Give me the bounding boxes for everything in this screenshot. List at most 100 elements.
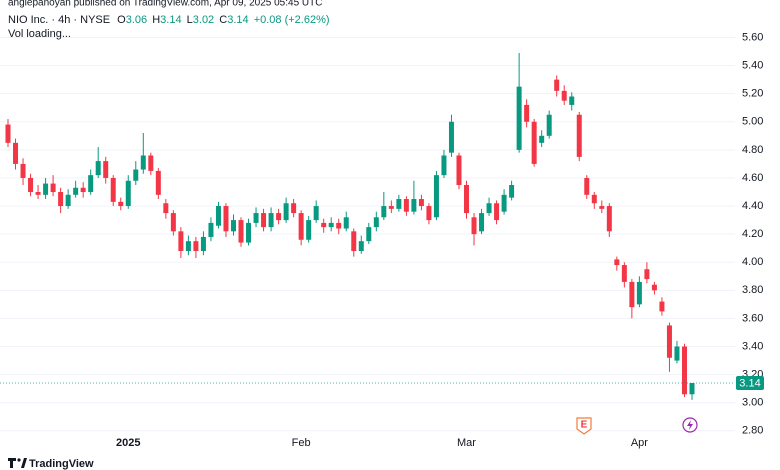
- candle-body: [644, 269, 650, 280]
- candle-body: [80, 187, 86, 193]
- candle-body: [606, 206, 612, 232]
- ohlc-value: 3.14: [160, 14, 181, 26]
- y-tick-label: 2.80: [742, 425, 763, 437]
- candle-body: [576, 114, 582, 157]
- candle-body: [366, 227, 372, 242]
- candle-body: [569, 96, 575, 105]
- candle-body: [230, 220, 236, 232]
- candle-body: [666, 325, 672, 358]
- candle-body: [13, 142, 19, 164]
- logo-part: [17, 458, 21, 462]
- candle-body: [178, 231, 184, 251]
- candle-body: [200, 236, 206, 251]
- last-price-label: 3.14: [739, 377, 760, 389]
- candle-body: [516, 86, 522, 150]
- ohlc-label: H: [152, 14, 160, 26]
- badge-label: E: [581, 420, 588, 431]
- candle-body: [584, 177, 590, 195]
- ohlc-label: L: [187, 14, 193, 26]
- dividend-badge[interactable]: [682, 417, 698, 433]
- y-tick-label: 4.80: [742, 144, 763, 156]
- candle-body: [276, 213, 282, 221]
- candle-body: [494, 203, 500, 221]
- candle-body: [208, 222, 214, 237]
- y-tick-label: 5.60: [742, 31, 763, 43]
- candle-body: [471, 217, 477, 235]
- candle-body: [268, 213, 274, 228]
- ohlc-label: C: [219, 14, 227, 26]
- candle-body: [148, 155, 154, 171]
- candle-body: [651, 284, 657, 291]
- candle-body: [509, 184, 515, 198]
- y-tick-label: 3.80: [742, 284, 763, 296]
- candle-body: [170, 213, 176, 232]
- candle-body: [185, 241, 191, 251]
- candle-body: [418, 199, 424, 207]
- candle-body: [283, 203, 289, 221]
- y-tick-label: 5.40: [742, 59, 763, 71]
- candle-body: [155, 170, 161, 195]
- candle-body: [193, 241, 199, 251]
- candle-body: [261, 213, 267, 228]
- candle-body: [621, 265, 627, 282]
- candle-body: [291, 203, 297, 214]
- ohlc-label: O: [117, 14, 126, 26]
- candle-body: [531, 121, 537, 164]
- candle-body: [328, 222, 334, 228]
- candle-body: [599, 206, 605, 209]
- candle-body: [674, 346, 680, 361]
- candle-body: [426, 206, 432, 221]
- candle-body: [659, 301, 665, 312]
- brand: TradingView: [8, 458, 94, 470]
- logo-part: [21, 458, 27, 468]
- candle-body: [681, 346, 687, 395]
- candle-body: [373, 217, 379, 228]
- symbol: NIO Inc. · 4h · NYSE: [8, 14, 110, 26]
- candle-body: [95, 161, 101, 176]
- candle-body: [351, 231, 357, 251]
- brand-name: TradingView: [29, 458, 94, 470]
- candle-body: [381, 206, 387, 218]
- candle-body: [223, 206, 229, 232]
- candle-body: [246, 222, 252, 243]
- y-tick-label: 3.40: [742, 340, 763, 352]
- logo-part: [8, 458, 16, 468]
- candles: [0, 52, 735, 400]
- candle-body: [140, 155, 146, 170]
- candle-body: [448, 121, 454, 153]
- y-tick-label: 4.60: [742, 172, 763, 184]
- y-tick-label: 5.00: [742, 116, 763, 128]
- x-tick-label: Mar: [457, 437, 476, 449]
- volume-status: Vol loading...: [8, 28, 71, 40]
- x-tick-label: 2025: [116, 437, 140, 449]
- x-tick-label: Apr: [631, 437, 648, 449]
- candle-body: [539, 135, 545, 143]
- candle-body: [306, 220, 312, 240]
- candle-body: [43, 183, 49, 195]
- candle-body: [298, 213, 304, 240]
- candle-body: [110, 177, 116, 202]
- candle-body: [103, 161, 109, 178]
- candle-body: [253, 213, 259, 223]
- candle-body: [20, 163, 26, 178]
- candle-body: [464, 184, 470, 214]
- candle-body: [28, 177, 34, 193]
- candle-body: [5, 124, 11, 143]
- candle-body: [456, 155, 462, 185]
- candle-body: [336, 222, 342, 229]
- candle-body: [486, 203, 492, 214]
- candle-body: [215, 206, 221, 226]
- candle-body: [125, 180, 131, 207]
- y-tick-label: 3.00: [742, 397, 763, 409]
- ohlc-value: 3.02: [193, 14, 214, 26]
- symbol-line: NIO Inc. · 4h · NYSE O3.06 H3.14 L3.02 C…: [8, 14, 330, 26]
- candle-body: [441, 155, 447, 176]
- y-tick-label: 3.60: [742, 312, 763, 324]
- earnings-badge[interactable]: E: [576, 417, 592, 435]
- candle-body: [133, 169, 139, 181]
- lightning-icon: [687, 420, 693, 430]
- candle-body: [343, 217, 349, 229]
- ohlc-value: 3.06: [126, 14, 147, 26]
